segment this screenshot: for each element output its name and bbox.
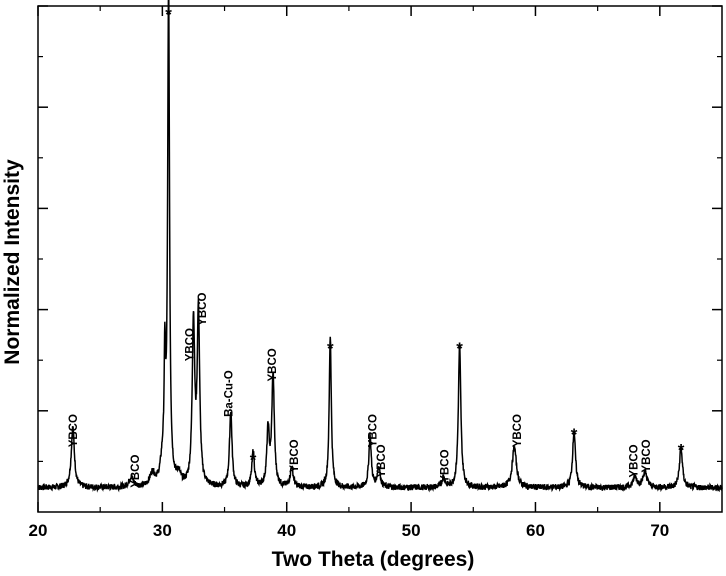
x-tick-label: 60 <box>526 521 545 540</box>
peak-star-label: * <box>250 450 257 469</box>
peak-star-label: * <box>456 339 463 358</box>
x-tick-label: 30 <box>153 521 172 540</box>
peak-label: YBCO <box>440 449 452 482</box>
diffraction-pattern-line <box>37 0 723 493</box>
spectrum-layer <box>37 0 723 493</box>
x-tick-label: 70 <box>650 521 669 540</box>
peak-label: YBCO <box>130 455 142 488</box>
peak-label: YBCO <box>368 414 380 447</box>
axes-layer: 20 30 40 50 60 70 <box>29 5 723 540</box>
x-tick-label: 50 <box>402 521 421 540</box>
x-axis-title: Two Theta (degrees) <box>272 548 475 571</box>
peak-star-label: * <box>327 339 334 358</box>
plot-frame <box>37 5 723 513</box>
peak-label: YBCO <box>641 439 653 472</box>
x-tick-label: 20 <box>29 521 48 540</box>
peak-label: Ba-Cu-O <box>223 370 235 417</box>
peak-star-label: * <box>165 5 172 24</box>
y-axis-title: Normalized Intensity <box>1 159 24 365</box>
peak-star-label: * <box>571 425 578 444</box>
peak-label: YBCO <box>376 444 388 477</box>
peak-label: YBCO <box>289 439 301 472</box>
peak-label: YBCO <box>629 444 641 477</box>
peak-label: YBCO <box>267 348 279 381</box>
x-tick-label: 40 <box>277 521 296 540</box>
annotation-layer: YBCOYBCO*YBCOYBCOBa-Cu-O*YBCOYBCO*YBCOYB… <box>68 5 685 488</box>
peak-label: YBCO <box>185 328 197 361</box>
peak-label: YBCO <box>512 414 524 447</box>
peak-label: YBCO <box>68 414 80 447</box>
peak-star-label: * <box>678 440 685 459</box>
peak-label: YBCO <box>197 293 209 326</box>
